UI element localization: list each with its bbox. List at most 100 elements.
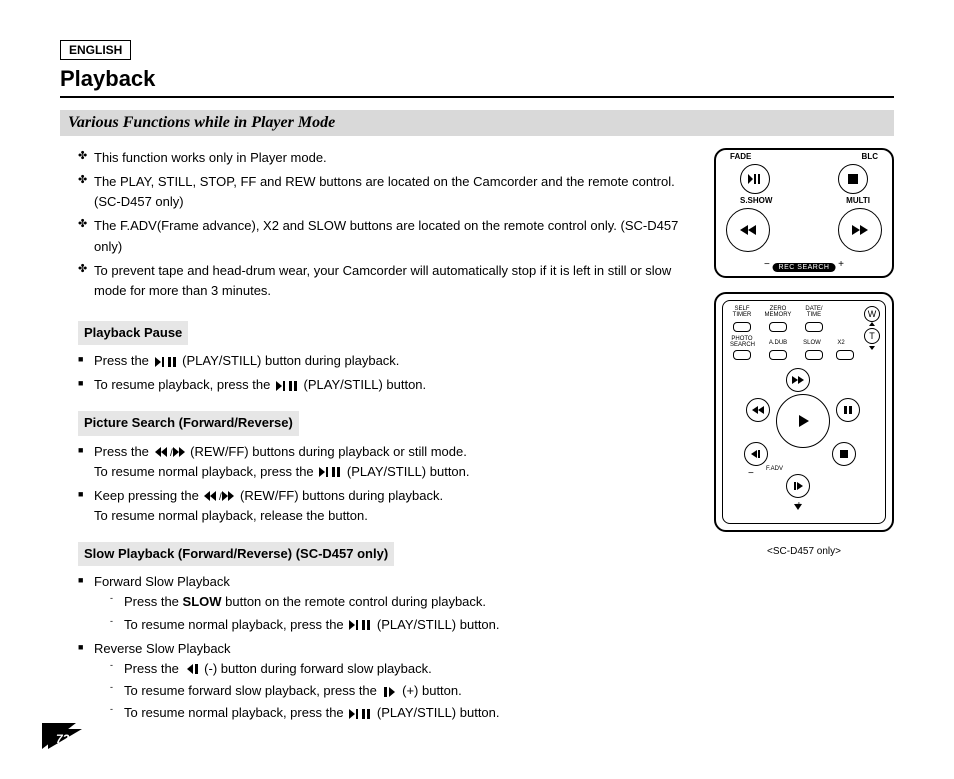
pause-remote-button[interactable] [836, 398, 860, 422]
plus-icon: + [838, 259, 844, 270]
list-item: Press the / (REW/FF) buttons during play… [78, 442, 694, 482]
sub-list: Press the SLOW button on the remote cont… [94, 592, 694, 634]
ff-button[interactable] [838, 208, 882, 252]
list-item: Press the (PLAY/STILL) button during pla… [78, 351, 694, 371]
photo-search-button[interactable] [733, 350, 751, 360]
zero-memory-label: ZERO MEMORY [764, 306, 792, 318]
rew-button[interactable] [726, 208, 770, 252]
date-time-label: DATE/ TIME [802, 306, 826, 318]
text: (-) button during forward slow playback. [204, 661, 432, 676]
fadv-label: F.ADV [766, 466, 783, 472]
text: To resume normal playback, press the [124, 617, 347, 632]
self-timer-button[interactable] [733, 322, 751, 332]
chevron-up-icon [869, 322, 875, 326]
text: (PLAY/STILL) button. [347, 464, 470, 479]
text: Keep pressing the [94, 488, 199, 503]
remote-caption: <SC-D457 only> [714, 546, 894, 557]
text: (PLAY/STILL) button during playback. [182, 353, 399, 368]
text: Press the [124, 594, 183, 609]
rew-icon [752, 406, 764, 414]
text: Press the [94, 353, 153, 368]
rew-remote-button[interactable] [746, 398, 770, 422]
blc-label: BLC [862, 152, 878, 161]
sub-item: To resume forward slow playback, press t… [110, 681, 694, 701]
play-button[interactable] [776, 394, 830, 448]
remote-panel: W T SELF TIMER ZERO MEMORY DATE/ TIME PH… [714, 292, 894, 532]
step-rev-icon [751, 450, 761, 458]
search-list: Press the / (REW/FF) buttons during play… [60, 442, 694, 527]
intro-list: This function works only in Player mode.… [60, 148, 694, 301]
text: (REW/FF) buttons during playback or stil… [190, 444, 467, 459]
intro-item: To prevent tape and head-drum wear, your… [78, 261, 694, 301]
adub-button[interactable] [769, 350, 787, 360]
ff-remote-button[interactable] [786, 368, 810, 392]
text: Press the [94, 444, 153, 459]
text: Reverse Slow Playback [94, 641, 231, 656]
play-still-icon [319, 467, 341, 477]
section-subtitle: Various Functions while in Player Mode [60, 110, 894, 136]
pause-icon [844, 406, 852, 414]
section-label-pause: Playback Pause [78, 321, 188, 345]
slow-label: SLOW [800, 340, 824, 346]
stop-icon [840, 450, 848, 458]
ff-icon [852, 225, 868, 235]
x2-button[interactable] [836, 350, 854, 360]
content-row: This function works only in Player mode.… [60, 148, 894, 733]
sub-item: To resume normal playback, press the (PL… [110, 615, 694, 635]
self-timer-label: SELF TIMER [730, 306, 754, 318]
text: To resume normal playback, release the b… [94, 508, 368, 523]
pause-list: Press the (PLAY/STILL) button during pla… [60, 351, 694, 395]
adub-label: A.DUB [766, 340, 790, 346]
slow-button[interactable] [805, 350, 823, 360]
x2-label: X2 [832, 340, 850, 346]
text: (PLAY/STILL) button. [304, 377, 427, 392]
list-item: Forward Slow Playback Press the SLOW but… [78, 572, 694, 634]
sub-list: Press the (-) button during forward slow… [94, 659, 694, 723]
rew-ff-icon: / [155, 447, 185, 457]
chevron-down-icon [794, 504, 802, 510]
text: (PLAY/STILL) button. [377, 617, 500, 632]
zoom-tele-button[interactable]: T [864, 328, 880, 344]
stop-remote-button[interactable] [832, 442, 856, 466]
slow-bold: SLOW [183, 594, 222, 609]
zero-memory-button[interactable] [769, 322, 787, 332]
zoom-wide-button[interactable]: W [864, 306, 880, 322]
text: (PLAY/STILL) button. [377, 705, 500, 720]
step-rev-icon [185, 664, 199, 674]
play-still-icon [349, 709, 371, 719]
section-label-search: Picture Search (Forward/Reverse) [78, 411, 299, 435]
step-fwd-icon [383, 687, 397, 697]
list-item: Reverse Slow Playback Press the (-) butt… [78, 639, 694, 724]
play-still-button[interactable] [740, 164, 770, 194]
intro-item: The F.ADV(Frame advance), X2 and SLOW bu… [78, 216, 694, 256]
rew-icon [740, 225, 756, 235]
sub-item: Press the SLOW button on the remote cont… [110, 592, 694, 612]
minus-icon: − [764, 259, 770, 270]
intro-item: This function works only in Player mode. [78, 148, 694, 168]
sub-item: To resume normal playback, press the (PL… [110, 703, 694, 723]
svg-text:/: / [219, 492, 222, 501]
step-rev-button[interactable] [744, 442, 768, 466]
step-fwd-button[interactable] [786, 474, 810, 498]
figures-column: FADE BLC S.SHOW MULTI − + REC SEARCH [714, 148, 894, 557]
fade-label: FADE [730, 152, 751, 161]
text: To resume normal playback, press the [124, 705, 347, 720]
svg-text:/: / [170, 448, 173, 457]
play-still-icon [349, 620, 371, 630]
minus-icon: − [748, 468, 754, 479]
page-number-ornament: 72 [42, 723, 82, 749]
date-time-button[interactable] [805, 322, 823, 332]
list-item: To resume playback, press the (PLAY/STIL… [78, 375, 694, 395]
stop-icon [848, 174, 858, 184]
play-icon [797, 415, 809, 427]
play-still-icon [276, 381, 298, 391]
page-number: 72 [56, 732, 70, 746]
text-column: This function works only in Player mode.… [60, 148, 694, 733]
play-pause-icon [748, 174, 762, 184]
text: To resume forward slow playback, press t… [124, 683, 381, 698]
play-still-icon [155, 357, 177, 367]
text: To resume normal playback, press the [94, 464, 317, 479]
text: To resume playback, press the [94, 377, 274, 392]
stop-button[interactable] [838, 164, 868, 194]
language-badge: ENGLISH [60, 40, 131, 60]
